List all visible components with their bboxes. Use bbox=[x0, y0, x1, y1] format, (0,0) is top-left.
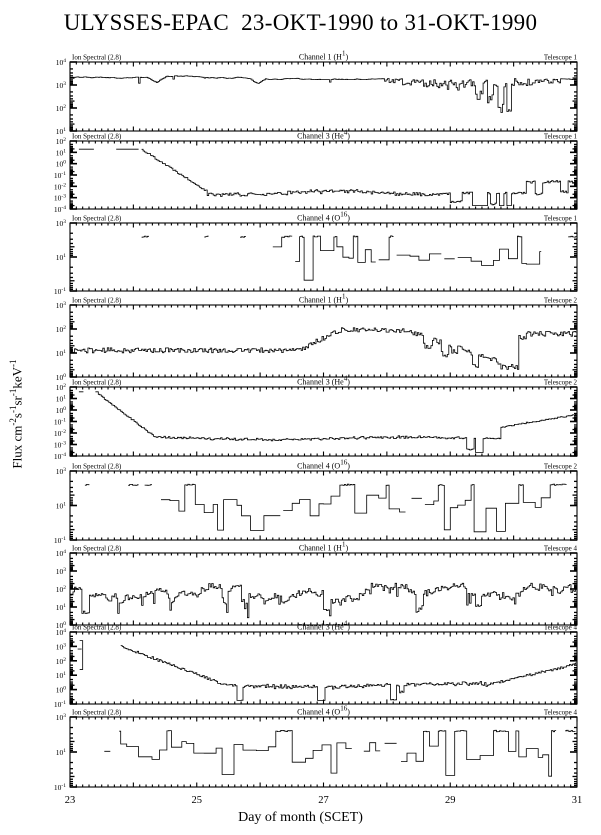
svg-text:Channel 4 (O16): Channel 4 (O16) bbox=[297, 211, 350, 223]
svg-text:100: 100 bbox=[56, 160, 67, 169]
svg-text:10-4: 10-4 bbox=[54, 205, 66, 214]
svg-text:Channel 1 (H1): Channel 1 (H1) bbox=[299, 50, 349, 62]
svg-text:Ion Spectral (2.8): Ion Spectral (2.8) bbox=[72, 545, 122, 553]
svg-text:Ion Spectral (2.8): Ion Spectral (2.8) bbox=[72, 463, 122, 471]
svg-text:101: 101 bbox=[56, 395, 67, 404]
svg-text:100: 100 bbox=[56, 406, 67, 415]
svg-text:10-1: 10-1 bbox=[54, 287, 66, 296]
svg-text:103: 103 bbox=[56, 467, 67, 476]
svg-text:101: 101 bbox=[56, 502, 67, 511]
svg-text:100: 100 bbox=[56, 373, 67, 382]
svg-text:10-2: 10-2 bbox=[54, 182, 66, 191]
svg-text:Ion Spectral (2.8): Ion Spectral (2.8) bbox=[72, 379, 122, 387]
svg-text:Channel 4 (O16): Channel 4 (O16) bbox=[297, 705, 350, 717]
svg-text:102: 102 bbox=[56, 137, 67, 146]
svg-text:Channel 4 (O16): Channel 4 (O16) bbox=[297, 459, 350, 471]
svg-text:10-1: 10-1 bbox=[54, 783, 66, 792]
svg-text:Ion Spectral (2.8): Ion Spectral (2.8) bbox=[72, 624, 122, 632]
svg-text:Telescope 4: Telescope 4 bbox=[544, 709, 578, 717]
svg-text:Ion Spectral (2.8): Ion Spectral (2.8) bbox=[72, 54, 122, 62]
svg-text:Ion Spectral (2.8): Ion Spectral (2.8) bbox=[72, 215, 122, 223]
svg-text:104: 104 bbox=[56, 628, 67, 637]
svg-text:102: 102 bbox=[56, 104, 67, 113]
svg-text:10-1: 10-1 bbox=[54, 418, 66, 427]
svg-text:Channel 1 (H1): Channel 1 (H1) bbox=[299, 293, 349, 305]
svg-text:102: 102 bbox=[56, 325, 67, 334]
svg-text:10-3: 10-3 bbox=[54, 441, 66, 450]
svg-text:Telescope 1: Telescope 1 bbox=[544, 215, 578, 223]
svg-text:Channel 1 (H1): Channel 1 (H1) bbox=[299, 541, 349, 553]
svg-text:104: 104 bbox=[56, 549, 67, 558]
svg-text:10-2: 10-2 bbox=[54, 429, 66, 438]
svg-text:Telescope 1: Telescope 1 bbox=[544, 54, 578, 62]
svg-text:Telescope 2: Telescope 2 bbox=[544, 463, 578, 471]
svg-text:103: 103 bbox=[56, 301, 67, 310]
svg-text:103: 103 bbox=[56, 642, 67, 651]
svg-text:Ion Spectral (2.8): Ion Spectral (2.8) bbox=[72, 709, 122, 717]
svg-text:104: 104 bbox=[56, 58, 67, 67]
svg-text:10-3: 10-3 bbox=[54, 194, 66, 203]
svg-text:101: 101 bbox=[56, 349, 67, 358]
svg-text:10-4: 10-4 bbox=[54, 452, 66, 461]
svg-text:Telescope 2: Telescope 2 bbox=[544, 297, 578, 305]
svg-text:100: 100 bbox=[56, 686, 67, 695]
svg-text:103: 103 bbox=[56, 567, 67, 576]
svg-text:10-1: 10-1 bbox=[54, 536, 66, 545]
svg-text:Telescope 4: Telescope 4 bbox=[544, 545, 578, 553]
svg-text:102: 102 bbox=[56, 657, 67, 666]
svg-text:101: 101 bbox=[56, 148, 67, 157]
svg-text:10-1: 10-1 bbox=[54, 700, 66, 709]
svg-text:102: 102 bbox=[56, 383, 67, 392]
svg-text:101: 101 bbox=[56, 603, 67, 612]
svg-text:Telescope 1: Telescope 1 bbox=[544, 133, 578, 141]
svg-text:Ion Spectral (2.8): Ion Spectral (2.8) bbox=[72, 133, 122, 141]
svg-text:102: 102 bbox=[56, 585, 67, 594]
svg-text:Telescope 4: Telescope 4 bbox=[544, 624, 578, 632]
svg-text:103: 103 bbox=[56, 713, 67, 722]
svg-text:101: 101 bbox=[56, 748, 67, 757]
svg-text:10-1: 10-1 bbox=[54, 171, 66, 180]
svg-text:103: 103 bbox=[56, 81, 67, 90]
svg-text:Ion Spectral (2.8): Ion Spectral (2.8) bbox=[72, 297, 122, 305]
svg-text:101: 101 bbox=[56, 127, 67, 136]
svg-text:Telescope 2: Telescope 2 bbox=[544, 379, 578, 387]
svg-text:101: 101 bbox=[56, 253, 67, 262]
svg-text:101: 101 bbox=[56, 671, 67, 680]
svg-text:103: 103 bbox=[56, 219, 67, 228]
